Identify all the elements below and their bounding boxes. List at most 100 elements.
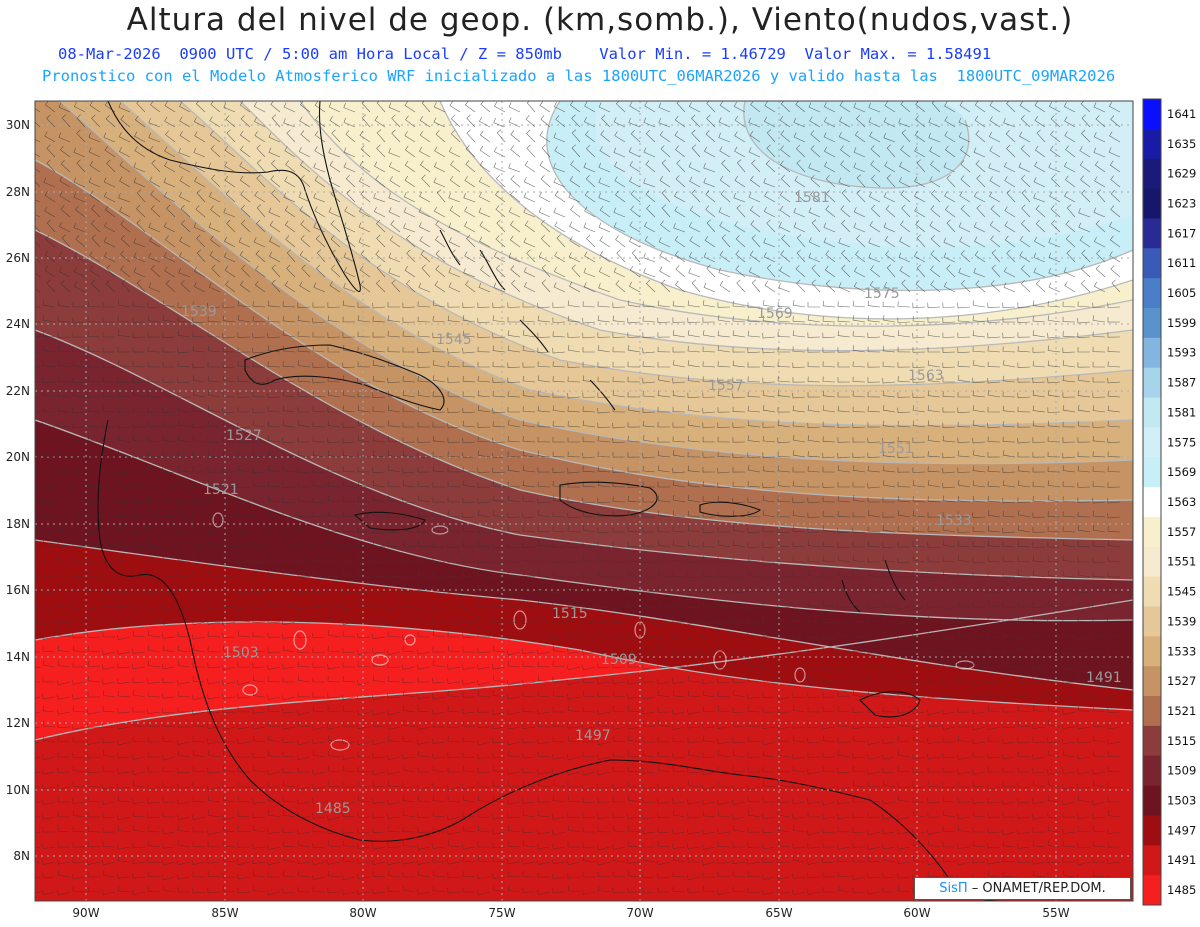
wind-barb xyxy=(762,797,775,803)
wind-barb xyxy=(657,827,671,834)
wind-barb xyxy=(1017,767,1031,773)
wind-barb xyxy=(927,542,941,549)
wind-barb xyxy=(132,873,146,879)
wind-barb xyxy=(807,422,821,429)
wind-barb xyxy=(837,361,851,368)
wind-barb xyxy=(930,250,941,263)
wind-barb xyxy=(342,662,356,668)
wind-barb xyxy=(852,527,866,533)
wind-barb xyxy=(330,264,341,278)
wind-barb xyxy=(732,870,746,878)
wind-barb xyxy=(147,840,161,848)
wind-barb xyxy=(897,392,911,398)
wind-barb xyxy=(433,177,446,188)
wind-barb xyxy=(327,362,341,368)
wind-barb xyxy=(35,214,41,218)
wind-barb xyxy=(282,600,296,608)
wind-barb xyxy=(912,480,926,488)
wind-barb xyxy=(35,771,41,774)
wind-barb xyxy=(162,361,176,368)
wind-barb xyxy=(447,407,461,414)
wind-barb xyxy=(237,615,251,623)
wind-barb xyxy=(687,633,701,639)
wind-barb xyxy=(762,510,776,518)
wind-barb xyxy=(57,482,71,488)
wind-barb xyxy=(762,300,776,308)
wind-barb xyxy=(852,330,866,338)
wind-barb xyxy=(507,885,521,893)
credit-text: – ONAMET/REP.DOM. xyxy=(971,881,1106,896)
wind-barb xyxy=(462,361,476,368)
wind-barb xyxy=(177,465,191,473)
wind-barb xyxy=(942,452,956,459)
wind-barb xyxy=(1050,114,1061,128)
wind-barb xyxy=(657,421,671,428)
wind-barb xyxy=(582,525,596,533)
wind-barb xyxy=(1066,249,1076,263)
wind-barb xyxy=(916,264,926,278)
wind-barb xyxy=(76,159,86,173)
wind-barb xyxy=(447,602,461,609)
wind-barb xyxy=(522,390,536,398)
wind-barb xyxy=(522,420,536,428)
wind-barb xyxy=(222,555,236,563)
wind-barb xyxy=(147,721,161,728)
wind-barb xyxy=(687,749,701,758)
wind-barb xyxy=(806,889,821,895)
wind-barb xyxy=(507,302,521,308)
wind-barb xyxy=(72,841,86,848)
wind-barb xyxy=(582,452,596,459)
wind-barb xyxy=(266,769,281,776)
wind-barb xyxy=(702,571,716,578)
wind-barb xyxy=(540,175,551,188)
wind-barb xyxy=(974,115,986,128)
wind-barb xyxy=(35,174,41,188)
wind-barb xyxy=(286,129,296,143)
wind-barb xyxy=(566,754,581,761)
wind-barb xyxy=(226,219,236,233)
color-scale-label: 1503 xyxy=(1167,794,1196,808)
wind-barb xyxy=(642,452,656,459)
wind-barb xyxy=(237,587,251,594)
wind-barb xyxy=(476,679,491,686)
wind-barb xyxy=(702,829,716,835)
wind-barb xyxy=(537,361,551,368)
wind-barb xyxy=(736,204,746,218)
wind-barb xyxy=(676,159,686,173)
wind-barb xyxy=(507,525,521,533)
wind-barb xyxy=(657,495,671,503)
wind-barb xyxy=(584,206,596,218)
wind-barb xyxy=(612,796,626,803)
wind-barb xyxy=(147,798,161,804)
wind-barb xyxy=(387,870,401,878)
wind-barb xyxy=(207,467,221,473)
wind-barb xyxy=(372,406,386,413)
wind-barb xyxy=(447,542,461,549)
wind-barb xyxy=(840,160,851,173)
wind-barb xyxy=(402,782,416,788)
wind-barb xyxy=(462,420,476,428)
wind-barb xyxy=(942,826,956,833)
wind-barb xyxy=(762,315,776,323)
wind-barb xyxy=(282,465,296,473)
wind-barb xyxy=(180,219,191,233)
wind-barbs xyxy=(35,101,1121,896)
wind-barb xyxy=(853,102,866,113)
wind-barb xyxy=(821,634,836,641)
wind-barb xyxy=(689,236,701,248)
wind-barb xyxy=(956,860,971,866)
wind-barb xyxy=(492,795,506,803)
wind-barb xyxy=(691,114,701,128)
wind-barb xyxy=(462,330,476,338)
wind-barb xyxy=(266,664,281,670)
wind-barb xyxy=(134,146,146,158)
wind-barb xyxy=(209,130,221,143)
wind-barb xyxy=(897,619,911,625)
wind-barb xyxy=(522,887,536,893)
wind-barb xyxy=(1050,174,1061,188)
wind-barb xyxy=(822,664,836,670)
wind-barb xyxy=(387,315,401,323)
wind-barb xyxy=(734,221,746,233)
wind-barb xyxy=(387,842,401,848)
wind-barb xyxy=(748,117,761,128)
